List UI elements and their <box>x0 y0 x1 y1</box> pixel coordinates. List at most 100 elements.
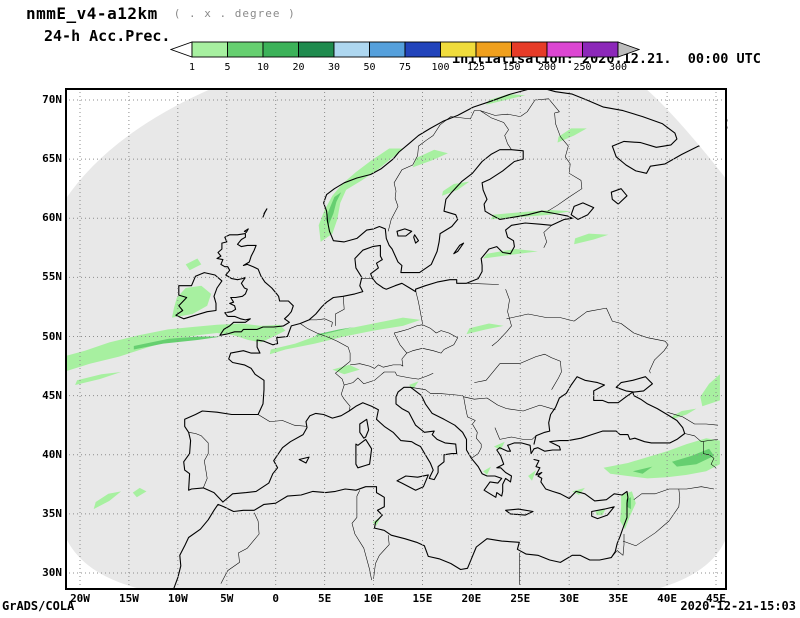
colorbar-segment <box>298 41 335 58</box>
colorbar-tick-label: 125 <box>467 62 485 73</box>
country-border <box>393 324 458 354</box>
precip-area-dark <box>632 466 653 474</box>
country-border <box>257 414 308 427</box>
colorbar-segment <box>191 41 228 58</box>
product-title: 24-h Acc.Prec. <box>44 27 171 45</box>
colorbar-overflow-arrow <box>617 41 640 58</box>
colorbar-segment <box>475 41 512 58</box>
coastline <box>413 234 420 244</box>
country-border <box>633 486 715 500</box>
country-border <box>491 289 512 347</box>
country-border <box>387 110 481 232</box>
country-border <box>188 432 209 489</box>
precip-area-light <box>486 94 526 105</box>
colorbar-tick-label: 300 <box>609 62 627 73</box>
coastline <box>396 228 413 237</box>
country-border <box>497 404 556 412</box>
colorbar-tick-label: 30 <box>328 62 340 73</box>
map-canvas <box>65 88 727 590</box>
precip-area-light <box>93 491 122 510</box>
precip-area-dark <box>133 336 222 350</box>
precip-area-dark <box>314 327 354 337</box>
precip-area-light <box>269 317 421 355</box>
resolution-note: ( . x . degree ) <box>173 7 296 20</box>
map-frame <box>65 88 727 590</box>
precip-area-light <box>700 374 720 407</box>
x-tick-label: 30E <box>559 592 580 605</box>
x-tick-label: 35E <box>608 592 629 605</box>
y-tick-label: 30N <box>42 566 62 579</box>
colorbar-segment <box>333 41 370 58</box>
country-border <box>351 490 372 581</box>
precip-area-light <box>574 233 609 245</box>
country-border <box>220 512 260 584</box>
colorbar-tick-label: 50 <box>363 62 375 73</box>
colorbar-tick-label: 150 <box>502 62 520 73</box>
precip-area-light <box>332 364 360 375</box>
coastline <box>175 272 223 320</box>
colorbar-segment <box>511 41 548 58</box>
x-tick-label: 45E <box>706 592 726 605</box>
domain-mask <box>65 88 727 590</box>
coastlines <box>172 88 722 590</box>
y-tick-label: 50N <box>42 329 62 343</box>
coastline <box>410 376 686 498</box>
y-tick-label: 55N <box>42 270 62 284</box>
coastline <box>505 508 534 516</box>
coastline <box>453 242 465 255</box>
precip-area-light <box>528 470 536 481</box>
country-border <box>344 371 434 386</box>
country-border <box>463 396 482 459</box>
country-borders <box>188 98 719 585</box>
precip-area-light <box>412 149 448 168</box>
colorbar-tick-label: 1 <box>189 62 195 73</box>
precip-area-light <box>185 258 202 271</box>
country-border <box>543 225 552 248</box>
colorbar-segment <box>582 41 619 58</box>
country-border <box>573 307 669 374</box>
creation-timestamp: 2020-12-21-15:03 <box>680 599 796 613</box>
colorbar-tick-label: 20 <box>292 62 304 73</box>
x-tick-label: 0 <box>272 592 279 605</box>
coastline <box>172 458 629 590</box>
precip-area-dark <box>325 192 342 226</box>
coastline <box>355 438 373 469</box>
coastline <box>570 202 595 220</box>
country-border <box>703 441 717 469</box>
coastline <box>183 88 722 503</box>
x-tick-label: 10E <box>363 592 384 605</box>
precip-area-light <box>408 381 419 389</box>
y-tick-label: 65N <box>42 152 62 166</box>
x-tick-label: 10W <box>167 592 188 605</box>
coastline <box>591 506 615 520</box>
precip-area-light <box>603 438 720 479</box>
country-border <box>309 318 333 328</box>
title-block: nmmE_v4-a12km ( . x . degree ) 24-h Acc.P… <box>26 4 296 45</box>
country-border <box>335 296 345 326</box>
coastline <box>262 208 268 218</box>
country-border <box>667 411 719 426</box>
x-tick-label: 15W <box>118 592 139 605</box>
coastline <box>359 418 370 439</box>
colorbar-segment <box>546 41 583 58</box>
precip-area-light <box>493 441 505 450</box>
country-border <box>622 488 681 547</box>
colorbar-tick-label: 200 <box>538 62 556 73</box>
x-tick-label: 5E <box>317 592 332 605</box>
coastline <box>222 386 458 503</box>
colorbar-segment <box>227 41 264 58</box>
y-tick-label: 60N <box>42 211 62 225</box>
colorbar-segment <box>440 41 477 58</box>
country-border <box>611 534 625 558</box>
y-tick-label: 40N <box>42 447 62 461</box>
country-border <box>300 323 351 412</box>
precip-area-light <box>65 323 286 372</box>
precip-area-light <box>572 487 585 495</box>
coastline <box>243 228 249 233</box>
x-tick-label: 40E <box>657 592 677 605</box>
country-border <box>410 387 498 406</box>
precip-area-light <box>318 148 404 242</box>
country-border <box>684 433 719 442</box>
colorbar-tick-label: 10 <box>257 62 269 73</box>
